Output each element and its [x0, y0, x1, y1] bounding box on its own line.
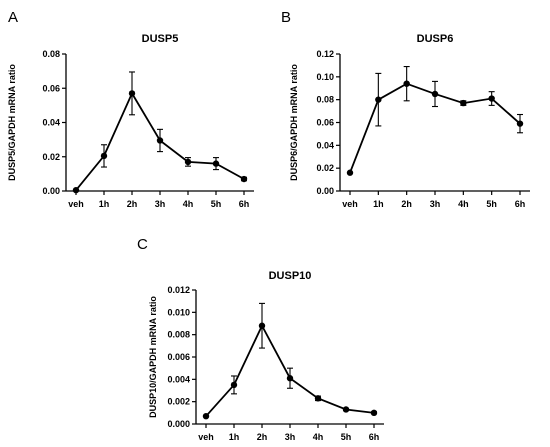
- panel-letter: C: [137, 236, 148, 253]
- data-point: [314, 395, 322, 402]
- data-point: [370, 409, 378, 417]
- y-tick-label: 0.06: [42, 83, 60, 93]
- chart-panel-c: C DUSP10 DUSP10/GAPDH mRNA ratio 0.000 0.002…: [137, 236, 384, 442]
- y-tick-label: 0.006: [167, 352, 190, 362]
- y-axis-label: DUSP6/GAPDH mRNA ratio: [289, 64, 299, 181]
- y-tick-label: 0.06: [316, 118, 334, 128]
- data-point: [72, 186, 80, 194]
- x-tick-label: 2h: [401, 199, 412, 209]
- chart-title: DUSP6: [417, 33, 454, 45]
- y-tick-label: 0.00: [42, 186, 60, 196]
- y-tick-label: 0.000: [167, 419, 190, 429]
- y-tick-label: 0.10: [316, 72, 334, 82]
- chart-title: DUSP10: [269, 270, 312, 282]
- x-tick-label: veh: [342, 199, 358, 209]
- x-tick-label: 6h: [239, 199, 250, 209]
- y-tick-label: 0.02: [316, 163, 334, 173]
- x-tick-label: veh: [68, 199, 84, 209]
- x-tick-label: 1h: [99, 199, 110, 209]
- x-tick-label: veh: [198, 432, 214, 442]
- y-tick-label: 0.12: [316, 49, 334, 59]
- data-point: [403, 80, 410, 87]
- x-tick-label: 6h: [369, 432, 380, 442]
- x-tick-label: 2h: [257, 432, 268, 442]
- x-tick-label: 5h: [341, 432, 352, 442]
- data-point: [346, 169, 354, 176]
- y-tick-label: 0.04: [316, 140, 334, 150]
- data-point: [258, 322, 266, 329]
- data-point: [202, 412, 210, 420]
- y-tick-label: 0.02: [42, 152, 60, 162]
- panel-letter: A: [8, 9, 18, 26]
- x-tick-label: 4h: [183, 199, 194, 209]
- y-tick-label: 0.08: [316, 95, 334, 105]
- chart-title: DUSP5: [142, 33, 179, 45]
- x-tick-label: 5h: [211, 199, 222, 209]
- y-tick-label: 0.010: [167, 307, 190, 317]
- data-point: [230, 381, 238, 389]
- data-point: [516, 120, 524, 127]
- chart-panel-a: A DUSP5 DUSP5/GAPDH mRNA ratio 0.00 0.02 0.04…: [7, 9, 254, 209]
- data-point: [128, 90, 136, 97]
- y-axis-label: DUSP5/GAPDH mRNA ratio: [7, 64, 17, 181]
- data-point: [212, 160, 220, 167]
- data-point: [460, 99, 467, 107]
- chart-panel-b: B DUSP6 DUSP6/GAPDH mRNA ratio 0.00 0.02 0.04…: [281, 9, 530, 209]
- x-tick-label: 3h: [285, 432, 296, 442]
- data-point: [431, 90, 439, 98]
- x-tick-label: 5h: [486, 199, 497, 209]
- data-point: [286, 375, 294, 382]
- data-point: [100, 152, 108, 160]
- y-tick-label: 0.004: [167, 374, 190, 384]
- x-tick-label: 1h: [373, 199, 384, 209]
- x-tick-label: 2h: [127, 199, 138, 209]
- data-point: [342, 406, 350, 413]
- y-axis-label: DUSP10/GAPDH mRNA ratio: [148, 296, 158, 418]
- data-point: [184, 158, 192, 166]
- data-point: [488, 95, 495, 102]
- x-tick-label: 4h: [313, 432, 324, 442]
- y-tick-label: 0.04: [42, 118, 60, 128]
- x-tick-label: 1h: [229, 432, 240, 442]
- data-point: [156, 137, 164, 144]
- y-tick-label: 0.08: [42, 49, 60, 59]
- x-tick-label: 6h: [515, 199, 526, 209]
- data-point: [240, 175, 248, 183]
- data-point: [375, 96, 382, 103]
- y-tick-label: 0.008: [167, 330, 190, 340]
- y-tick-label: 0.002: [167, 397, 190, 407]
- x-tick-label: 3h: [430, 199, 441, 209]
- y-tick-label: 0.00: [316, 186, 334, 196]
- y-tick-label: 0.012: [167, 285, 190, 295]
- panel-letter: B: [281, 9, 291, 26]
- x-tick-label: 3h: [155, 199, 166, 209]
- x-tick-label: 4h: [458, 199, 469, 209]
